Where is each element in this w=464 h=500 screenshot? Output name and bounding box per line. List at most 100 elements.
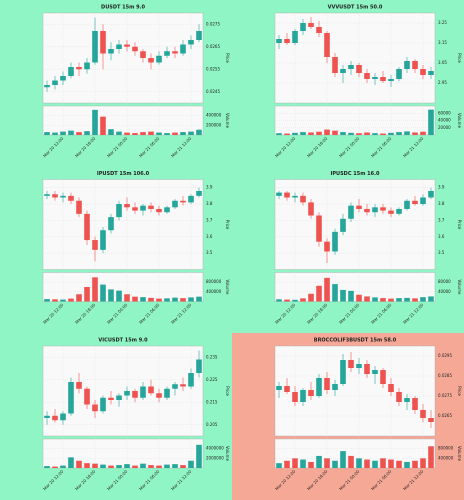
volume-bar bbox=[292, 132, 298, 135]
volume-tick-label: 400000 bbox=[206, 113, 222, 118]
volume-bar bbox=[276, 133, 282, 135]
volume-bar bbox=[300, 132, 306, 135]
candle-body bbox=[116, 395, 122, 400]
candle-body bbox=[108, 217, 114, 231]
volume-bar bbox=[292, 299, 298, 302]
candle-body bbox=[276, 39, 282, 43]
volume-plot-area bbox=[42, 438, 204, 469]
volume-bar bbox=[132, 296, 138, 302]
volume-bar bbox=[316, 285, 322, 302]
candle-body bbox=[76, 67, 82, 70]
candle-body bbox=[428, 190, 434, 198]
candle-body bbox=[404, 61, 410, 69]
y-tick-label: 0.0245 bbox=[206, 89, 220, 94]
candle-body bbox=[172, 200, 178, 208]
volume-bar bbox=[308, 293, 314, 302]
volume-bar bbox=[124, 132, 130, 135]
volume-bar bbox=[188, 131, 194, 135]
candle-body bbox=[396, 208, 402, 214]
volume-bar bbox=[348, 455, 354, 468]
candle-body bbox=[124, 204, 130, 208]
volume-tick-label: 2000000 bbox=[206, 455, 224, 460]
candle-body bbox=[60, 195, 66, 198]
volume-axis-label: Volume bbox=[225, 280, 230, 295]
volume-bar bbox=[380, 133, 386, 135]
candle-body bbox=[60, 76, 66, 81]
candle-body bbox=[292, 31, 298, 43]
y-tick-label: 0.225 bbox=[206, 377, 218, 382]
candle-body bbox=[404, 398, 410, 402]
candle-body bbox=[356, 364, 362, 368]
volume-bar bbox=[180, 298, 186, 302]
volume-bar bbox=[124, 294, 130, 302]
y-axis-label: Price bbox=[457, 386, 462, 396]
volume-bar bbox=[164, 133, 170, 135]
volume-bar bbox=[420, 131, 426, 135]
volume-axis-label: Volume bbox=[457, 113, 462, 128]
volume-bar bbox=[180, 465, 186, 468]
candle-body bbox=[420, 410, 426, 418]
candle-body bbox=[108, 49, 114, 54]
volume-bar bbox=[52, 299, 58, 302]
candle-body bbox=[52, 80, 58, 85]
price-plot-area bbox=[42, 12, 204, 104]
volume-bar bbox=[412, 460, 418, 468]
volume-tick-label: 20000 bbox=[438, 125, 451, 130]
candle-body bbox=[340, 360, 346, 384]
volume-bar bbox=[84, 131, 90, 135]
volume-bar bbox=[60, 299, 66, 302]
candle-body bbox=[428, 71, 434, 75]
candle-body bbox=[428, 418, 434, 422]
chart-title: VICUSDT 15m 9.0 bbox=[98, 338, 148, 344]
volume-bar bbox=[196, 444, 202, 468]
volume-bar bbox=[44, 466, 50, 468]
volume-bar bbox=[124, 464, 130, 468]
candle-body bbox=[44, 194, 50, 196]
y-tick-label: 3.15 bbox=[438, 40, 447, 45]
y-tick-label: 3.7 bbox=[206, 217, 213, 222]
volume-bar bbox=[148, 297, 154, 302]
y-tick-label: 0.0285 bbox=[438, 373, 452, 378]
candle-body bbox=[124, 44, 130, 47]
candle-body bbox=[404, 200, 410, 209]
price-plot-area bbox=[42, 179, 204, 270]
candle-body bbox=[372, 207, 378, 213]
volume-bar bbox=[356, 294, 362, 302]
volume-bar bbox=[84, 287, 90, 302]
candle-body bbox=[196, 31, 202, 40]
chart-panel: DUSDT 15m 9.0 0.0245 0.0255 0.0265 0.0275 200… bbox=[0, 0, 232, 167]
candle-body bbox=[84, 62, 90, 70]
candle-body bbox=[124, 391, 130, 396]
candle-body bbox=[140, 205, 146, 211]
volume-axis-label: Volume bbox=[457, 280, 462, 295]
volume-bar bbox=[324, 458, 330, 468]
volume-bar bbox=[428, 446, 434, 468]
candle-body bbox=[292, 195, 298, 198]
candle-body bbox=[44, 415, 50, 418]
y-tick-label: 0.0265 bbox=[438, 413, 452, 418]
volume-bar bbox=[284, 460, 290, 468]
volume-bar bbox=[316, 455, 322, 468]
y-tick-label: 0.215 bbox=[206, 399, 218, 404]
candle-body bbox=[172, 51, 178, 54]
candle-body bbox=[316, 27, 322, 33]
volume-bar bbox=[100, 116, 106, 135]
candle-body bbox=[316, 378, 322, 396]
candle-body bbox=[68, 382, 74, 414]
candle-body bbox=[420, 69, 426, 75]
candle-body bbox=[284, 386, 290, 392]
volume-bar bbox=[196, 129, 202, 135]
candle-body bbox=[84, 213, 90, 241]
candle-body bbox=[364, 364, 370, 374]
y-tick-label: 0.0265 bbox=[206, 44, 220, 49]
y-tick-label: 2.95 bbox=[438, 80, 447, 85]
chart-title: IPUSDC 15m 16.0 bbox=[331, 171, 381, 177]
volume-tick-label: 200000 bbox=[206, 122, 222, 127]
candle-body bbox=[196, 190, 202, 196]
candle-body bbox=[300, 195, 306, 203]
volume-bar bbox=[388, 459, 394, 468]
volume-bar bbox=[148, 465, 154, 468]
chart-panel: VVVUSDT 15m 50.0 2.95 3.05 3.15 3.25 20000 400… bbox=[232, 0, 464, 167]
volume-bar bbox=[172, 132, 178, 135]
volume-bar bbox=[60, 131, 66, 135]
